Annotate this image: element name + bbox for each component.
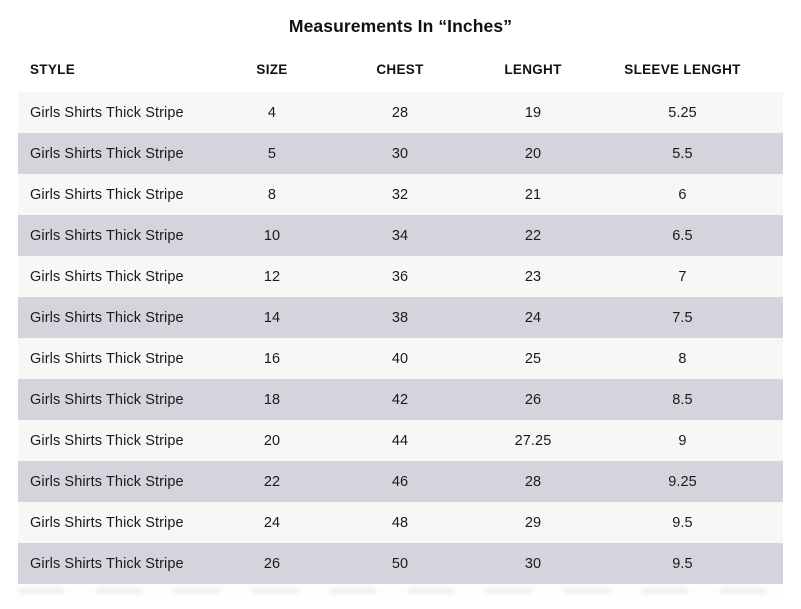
cell-style: Girls Shirts Thick Stripe [18, 297, 228, 338]
cell-size: 5 [228, 133, 316, 174]
table-row: Girls Shirts Thick Stripe 26 50 30 9.5 [18, 543, 783, 584]
cell-size: 10 [228, 215, 316, 256]
table-row: Girls Shirts Thick Stripe 12 36 23 7 [18, 256, 783, 297]
header-size: SIZE [228, 38, 316, 92]
cell-sleeve-length: 7.5 [582, 297, 783, 338]
cell-chest: 32 [316, 174, 484, 215]
cell-length: 26 [484, 379, 582, 420]
cell-chest: 30 [316, 133, 484, 174]
table-header-row: STYLE SIZE CHEST LENGHT SLEEVE LENGHT [18, 38, 783, 92]
cell-style: Girls Shirts Thick Stripe [18, 543, 228, 584]
header-length: LENGHT [484, 38, 582, 92]
cell-length: 29 [484, 502, 582, 543]
table-row: Girls Shirts Thick Stripe 24 48 29 9.5 [18, 502, 783, 543]
cell-size: 14 [228, 297, 316, 338]
cell-size: 26 [228, 543, 316, 584]
header-chest: CHEST [316, 38, 484, 92]
cell-size: 8 [228, 174, 316, 215]
cell-length: 23 [484, 256, 582, 297]
table-body: Girls Shirts Thick Stripe 4 28 19 5.25 G… [18, 92, 783, 584]
cell-sleeve-length: 9.5 [582, 543, 783, 584]
cell-chest: 36 [316, 256, 484, 297]
cell-size: 18 [228, 379, 316, 420]
table-row: Girls Shirts Thick Stripe 4 28 19 5.25 [18, 92, 783, 133]
cell-length: 21 [484, 174, 582, 215]
cell-style: Girls Shirts Thick Stripe [18, 420, 228, 461]
cell-chest: 50 [316, 543, 484, 584]
cell-size: 22 [228, 461, 316, 502]
cell-style: Girls Shirts Thick Stripe [18, 256, 228, 297]
cell-sleeve-length: 6.5 [582, 215, 783, 256]
cell-length: 25 [484, 338, 582, 379]
cell-sleeve-length: 5.5 [582, 133, 783, 174]
cell-chest: 48 [316, 502, 484, 543]
table-row: Girls Shirts Thick Stripe 18 42 26 8.5 [18, 379, 783, 420]
cell-chest: 44 [316, 420, 484, 461]
table-row: Girls Shirts Thick Stripe 5 30 20 5.5 [18, 133, 783, 174]
table-row: Girls Shirts Thick Stripe 22 46 28 9.25 [18, 461, 783, 502]
cell-sleeve-length: 5.25 [582, 92, 783, 133]
cell-sleeve-length: 9.25 [582, 461, 783, 502]
cell-chest: 40 [316, 338, 484, 379]
cell-sleeve-length: 7 [582, 256, 783, 297]
cell-size: 24 [228, 502, 316, 543]
cell-style: Girls Shirts Thick Stripe [18, 502, 228, 543]
cell-length: 28 [484, 461, 582, 502]
cell-length: 24 [484, 297, 582, 338]
cell-sleeve-length: 9 [582, 420, 783, 461]
cell-style: Girls Shirts Thick Stripe [18, 92, 228, 133]
cutoff-blurred-row [18, 587, 783, 594]
table-row: Girls Shirts Thick Stripe 10 34 22 6.5 [18, 215, 783, 256]
cell-sleeve-length: 8.5 [582, 379, 783, 420]
cell-length: 20 [484, 133, 582, 174]
cell-size: 16 [228, 338, 316, 379]
cell-size: 4 [228, 92, 316, 133]
cell-chest: 46 [316, 461, 484, 502]
cell-length: 22 [484, 215, 582, 256]
cell-chest: 42 [316, 379, 484, 420]
cell-style: Girls Shirts Thick Stripe [18, 133, 228, 174]
table-row: Girls Shirts Thick Stripe 14 38 24 7.5 [18, 297, 783, 338]
cell-style: Girls Shirts Thick Stripe [18, 174, 228, 215]
cell-style: Girls Shirts Thick Stripe [18, 379, 228, 420]
cell-sleeve-length: 8 [582, 338, 783, 379]
cell-style: Girls Shirts Thick Stripe [18, 461, 228, 502]
page-title: Measurements In “Inches” [288, 16, 513, 36]
cell-style: Girls Shirts Thick Stripe [18, 215, 228, 256]
cell-length: 27.25 [484, 420, 582, 461]
cell-size: 20 [228, 420, 316, 461]
cell-sleeve-length: 6 [582, 174, 783, 215]
cell-chest: 28 [316, 92, 484, 133]
table-header: STYLE SIZE CHEST LENGHT SLEEVE LENGHT [18, 38, 783, 92]
header-style: STYLE [18, 38, 228, 92]
cell-length: 19 [484, 92, 582, 133]
table-row: Girls Shirts Thick Stripe 20 44 27.25 9 [18, 420, 783, 461]
cell-chest: 38 [316, 297, 484, 338]
measurements-table: STYLE SIZE CHEST LENGHT SLEEVE LENGHT Gi… [18, 38, 783, 584]
header-sleeve-length: SLEEVE LENGHT [582, 38, 783, 92]
cell-length: 30 [484, 543, 582, 584]
cell-size: 12 [228, 256, 316, 297]
table-row: Girls Shirts Thick Stripe 16 40 25 8 [18, 338, 783, 379]
cell-sleeve-length: 9.5 [582, 502, 783, 543]
cell-chest: 34 [316, 215, 484, 256]
cell-style: Girls Shirts Thick Stripe [18, 338, 228, 379]
table-row: Girls Shirts Thick Stripe 8 32 21 6 [18, 174, 783, 215]
